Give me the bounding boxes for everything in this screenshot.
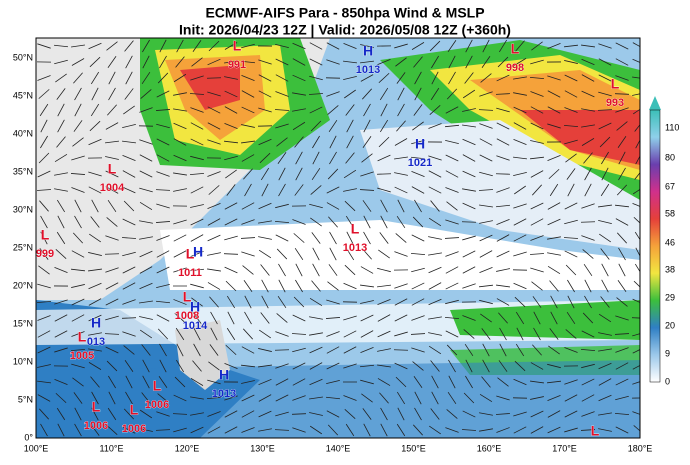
center-pressure: 1006	[84, 420, 108, 432]
lon-label: 140°E	[326, 443, 351, 453]
lat-label: 20°N	[13, 280, 33, 290]
center-letter: L	[351, 221, 360, 237]
center-letter: H	[193, 244, 203, 260]
lon-label: 150°E	[401, 443, 426, 453]
subtitle: Init: 2026/04/23 12Z | Valid: 2026/05/08…	[179, 22, 511, 38]
colorbar-label: 58	[665, 208, 675, 218]
wind-barb	[105, 254, 119, 255]
colorbar-label: 80	[665, 152, 675, 162]
center-letter: L	[153, 378, 162, 394]
lon-label: 120°E	[175, 443, 200, 453]
colorbar	[650, 110, 660, 382]
lat-label: 35°N	[13, 166, 33, 176]
center-letter: L	[130, 402, 139, 418]
center-pressure: 1013	[356, 64, 380, 76]
wind-barb	[377, 174, 391, 175]
center-pressure: 1011	[178, 267, 202, 279]
center-letter: L	[186, 246, 195, 262]
center-pressure: 999	[36, 248, 54, 260]
lon-label: 180°E	[628, 443, 653, 453]
center-pressure: 998	[506, 62, 524, 74]
center-letter: L	[511, 41, 520, 57]
center-pressure: 1006	[122, 423, 146, 435]
center-pressure: 1013	[212, 388, 236, 400]
center-letter: L	[233, 38, 242, 54]
lon-label: 130°E	[250, 443, 275, 453]
lat-label: 40°N	[13, 128, 33, 138]
colorbar-label: 29	[665, 292, 675, 302]
lat-label: 25°N	[13, 242, 33, 252]
colorbar-arrow	[649, 96, 661, 110]
center-letter: L	[41, 227, 50, 243]
center-pressure: 991	[228, 59, 246, 71]
wind-barb	[462, 222, 476, 223]
center-pressure: 1006	[145, 399, 169, 411]
center-pressure: 993	[606, 97, 624, 109]
colorbar-label: 20	[665, 320, 675, 330]
lon-label: 160°E	[477, 443, 502, 453]
center-letter: L	[78, 329, 87, 345]
center-pressure: 1013	[343, 242, 367, 254]
center-pressure: 1021	[408, 157, 432, 169]
title: ECMWF-AIFS Para - 850hpa Wind & MSLP	[205, 5, 484, 21]
center-letter: L	[108, 161, 117, 177]
lat-label: 10°N	[13, 356, 33, 366]
center-letter: H	[91, 315, 101, 331]
center-letter: H	[219, 367, 229, 383]
center-pressure: 1005	[70, 350, 94, 362]
colorbar-label: 110	[665, 122, 679, 132]
lat-label: 45°N	[13, 90, 33, 100]
center-letter: L	[92, 399, 101, 415]
lat-label: 0°	[24, 432, 33, 442]
lon-label: 110°E	[100, 443, 124, 453]
colorbar-label: 9	[665, 348, 670, 358]
center-letter: L	[611, 76, 620, 92]
center-letter: H	[190, 299, 200, 315]
colorbar-label: 46	[665, 237, 675, 247]
colorbar-label: 67	[665, 181, 675, 191]
center-pressure: 1014	[183, 320, 208, 332]
colorbar-label: 0	[665, 376, 670, 386]
center-pressure: 013	[87, 336, 105, 348]
lat-label: 5°N	[18, 394, 33, 404]
center-letter: L	[591, 423, 600, 439]
lat-label: 50°N	[13, 52, 33, 62]
colorbar-label: 38	[665, 264, 675, 274]
lat-label: 30°N	[13, 204, 33, 214]
map-field: L991H1013L998L993H1021L1004L999L1013HL10…	[36, 38, 646, 439]
center-pressure: 1004	[100, 182, 125, 194]
lat-label: 15°N	[13, 318, 33, 328]
lon-label: 100°E	[24, 443, 49, 453]
lon-label: 170°E	[552, 443, 577, 453]
center-letter: H	[415, 136, 425, 152]
center-letter: H	[363, 43, 373, 59]
